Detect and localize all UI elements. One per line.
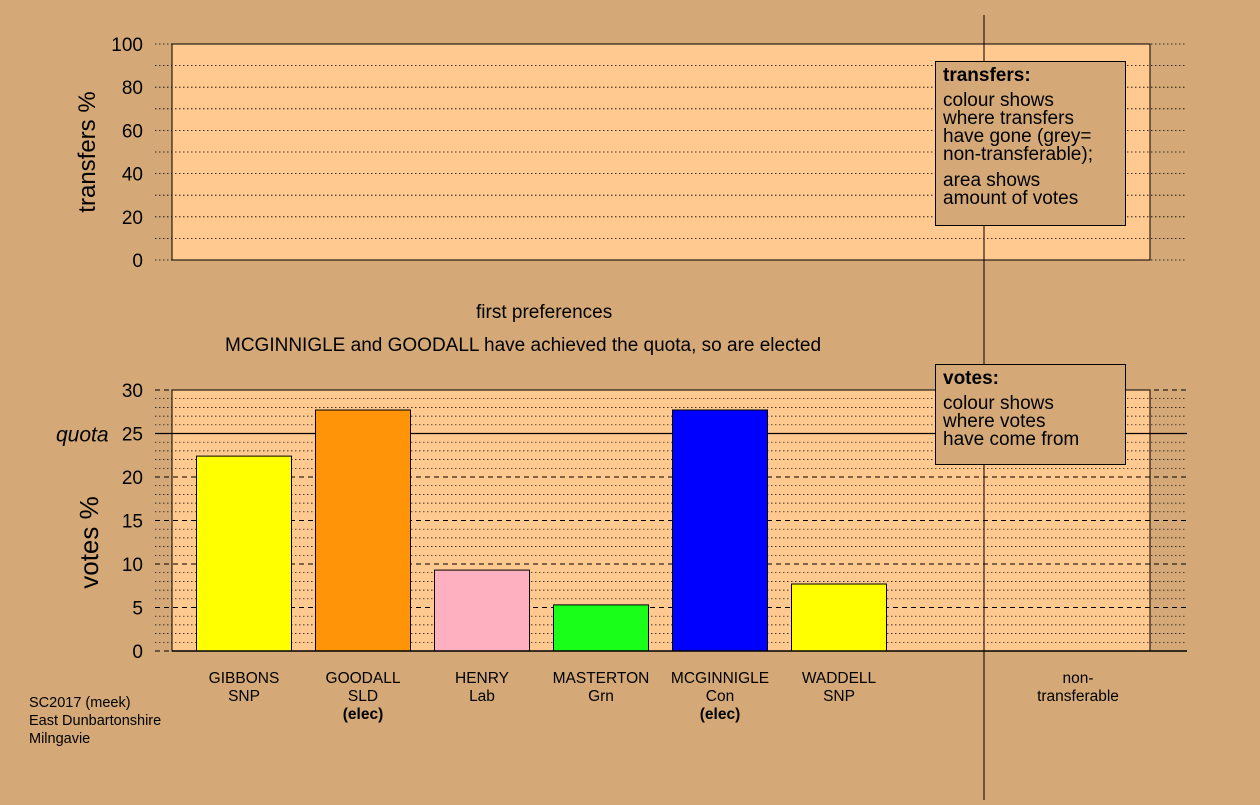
candidate-name-label: HENRY <box>455 670 509 687</box>
bar-henry <box>434 569 530 652</box>
transfers-y-axis-label: transfers % <box>74 91 101 212</box>
transfers-legend-line: area shows <box>943 170 1041 191</box>
footer-line: SC2017 (meek) <box>29 695 131 711</box>
non-transferable-label: transferable <box>1037 688 1119 705</box>
elected-label: (elec) <box>343 706 384 723</box>
candidate-party-label: Grn <box>588 688 614 705</box>
votes-y-tick-label: 10 <box>122 555 143 576</box>
candidate-party-label: SNP <box>823 688 855 705</box>
candidate-name-label: WADDELL <box>802 670 877 687</box>
candidate-name-label: MASTERTON <box>553 670 650 687</box>
transfers-legend-line: amount of votes <box>943 188 1079 209</box>
votes-y-tick-label: 20 <box>122 468 143 489</box>
votes-legend: votes: colour shows where votes have com… <box>935 364 1126 465</box>
candidate-name-label: GOODALL <box>326 670 401 687</box>
transfers-legend-line: non-transferable); <box>943 144 1093 165</box>
candidate-name-label: GIBBONS <box>209 670 280 687</box>
candidate-party-label: SLD <box>348 688 378 705</box>
bar-mcginnigle <box>672 409 768 652</box>
bar-gibbons <box>196 455 292 652</box>
transfers-y-tick-label: 0 <box>132 251 143 272</box>
transfers-y-tick-label: 20 <box>122 208 143 229</box>
quota-label: quota <box>56 424 109 447</box>
votes-legend-line: where votes <box>943 411 1046 432</box>
transfers-legend-line: have gone (grey= <box>943 126 1092 147</box>
bar-waddell <box>791 583 887 652</box>
transfers-legend-title: transfers: <box>943 65 1031 86</box>
votes-y-tick-label: 0 <box>132 642 143 663</box>
elected-label: (elec) <box>700 706 741 723</box>
votes-legend-title: votes: <box>943 368 999 389</box>
election-footer: SC2017 (meek) East Dunbartonshire Milnga… <box>29 694 161 748</box>
transfers-legend: transfers: colour shows where transfers … <box>935 61 1126 226</box>
votes-y-tick-label: 25 <box>122 425 143 446</box>
candidate-name-label: MCGINNIGLE <box>671 670 769 687</box>
candidate-party-label: SNP <box>228 688 260 705</box>
non-transferable-label: non- <box>1062 670 1093 687</box>
votes-y-tick-label: 30 <box>122 381 143 402</box>
footer-line: Milngavie <box>29 731 91 747</box>
candidate-party-label: Lab <box>469 688 495 705</box>
transfers-y-tick-label: 40 <box>122 165 143 186</box>
candidate-party-label: Con <box>706 688 734 705</box>
transfers-y-tick-label: 80 <box>122 78 143 99</box>
votes-legend-line: colour shows <box>943 393 1054 414</box>
transfers-y-tick-label: 60 <box>122 121 143 142</box>
votes-y-tick-label: 5 <box>132 599 143 620</box>
transfers-legend-line: where transfers <box>943 108 1074 129</box>
votes-y-tick-label: 15 <box>122 512 143 533</box>
footer-line: East Dunbartonshire <box>29 713 162 729</box>
transfers-y-tick-label: 100 <box>111 35 143 56</box>
votes-y-axis-label: votes % <box>74 496 104 589</box>
bar-goodall <box>315 409 411 652</box>
transfers-legend-line: colour shows <box>943 90 1054 111</box>
bar-masterton <box>553 604 649 652</box>
stage-caption: first preferences <box>476 302 613 323</box>
status-caption: MCGINNIGLE and GOODALL have achieved the… <box>225 335 822 356</box>
votes-legend-line: have come from <box>943 429 1080 450</box>
